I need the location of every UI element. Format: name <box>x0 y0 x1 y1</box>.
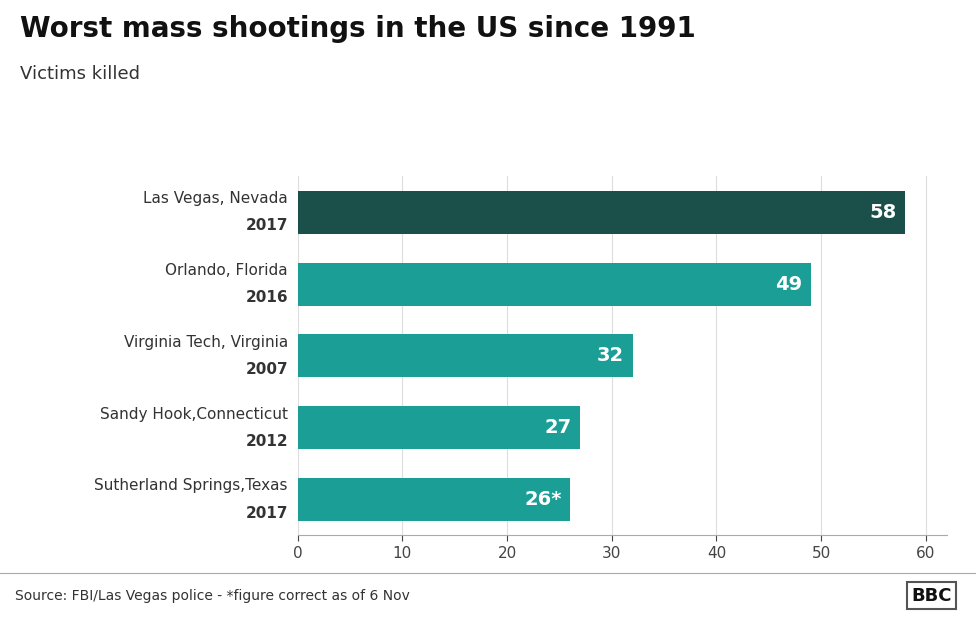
Text: 2017: 2017 <box>245 506 288 521</box>
Bar <box>298 406 581 449</box>
Bar <box>298 478 570 521</box>
Text: 2007: 2007 <box>245 362 288 377</box>
Text: 2016: 2016 <box>245 290 288 305</box>
Text: 32: 32 <box>597 347 625 365</box>
Text: BBC: BBC <box>912 587 952 605</box>
Text: Las Vegas, Nevada: Las Vegas, Nevada <box>143 191 288 206</box>
Bar <box>298 334 632 378</box>
Text: Source: FBI/Las Vegas police - *figure correct as of 6 Nov: Source: FBI/Las Vegas police - *figure c… <box>15 589 410 603</box>
Bar <box>298 191 905 234</box>
Text: 58: 58 <box>870 203 897 222</box>
Text: Sutherland Springs,Texas: Sutherland Springs,Texas <box>95 478 288 493</box>
Text: Worst mass shootings in the US since 1991: Worst mass shootings in the US since 199… <box>20 15 695 43</box>
Text: Virginia Tech, Virginia: Virginia Tech, Virginia <box>124 335 288 350</box>
Text: Sandy Hook,Connecticut: Sandy Hook,Connecticut <box>100 407 288 422</box>
Text: Victims killed: Victims killed <box>20 65 140 83</box>
Text: 27: 27 <box>545 418 572 437</box>
Bar <box>298 262 811 306</box>
Text: 2017: 2017 <box>245 219 288 233</box>
Text: 49: 49 <box>775 275 802 293</box>
Text: Orlando, Florida: Orlando, Florida <box>165 263 288 278</box>
Text: 26*: 26* <box>524 490 561 509</box>
Text: 2012: 2012 <box>245 434 288 449</box>
